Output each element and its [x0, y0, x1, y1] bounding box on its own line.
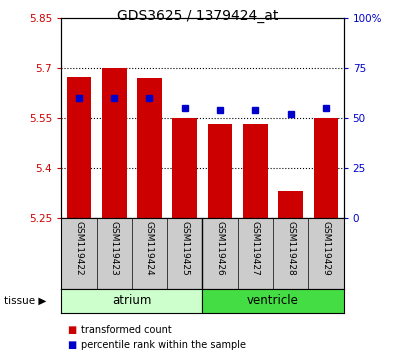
- Text: percentile rank within the sample: percentile rank within the sample: [81, 340, 246, 350]
- Text: atrium: atrium: [112, 295, 152, 307]
- Text: ■: ■: [67, 325, 76, 335]
- Bar: [243, 124, 268, 218]
- Text: ■: ■: [67, 340, 76, 350]
- Text: GDS3625 / 1379424_at: GDS3625 / 1379424_at: [117, 9, 278, 23]
- Text: GSM119422: GSM119422: [74, 221, 83, 276]
- Bar: [102, 68, 126, 218]
- Text: tissue ▶: tissue ▶: [4, 296, 46, 306]
- Text: GSM119426: GSM119426: [216, 221, 225, 276]
- Bar: [137, 78, 162, 218]
- Text: GSM119429: GSM119429: [322, 221, 331, 276]
- Bar: [173, 118, 197, 218]
- Text: ventricle: ventricle: [247, 295, 299, 307]
- Bar: [314, 118, 339, 218]
- Text: GSM119423: GSM119423: [110, 221, 118, 276]
- Text: transformed count: transformed count: [81, 325, 172, 335]
- Text: GSM119425: GSM119425: [180, 221, 189, 276]
- Text: GSM119424: GSM119424: [145, 221, 154, 276]
- Bar: [66, 77, 91, 218]
- Bar: [278, 191, 303, 218]
- Text: GSM119427: GSM119427: [251, 221, 260, 276]
- Bar: [61, 289, 202, 313]
- Text: GSM119428: GSM119428: [286, 221, 295, 276]
- Bar: [208, 124, 232, 218]
- Bar: [202, 289, 344, 313]
